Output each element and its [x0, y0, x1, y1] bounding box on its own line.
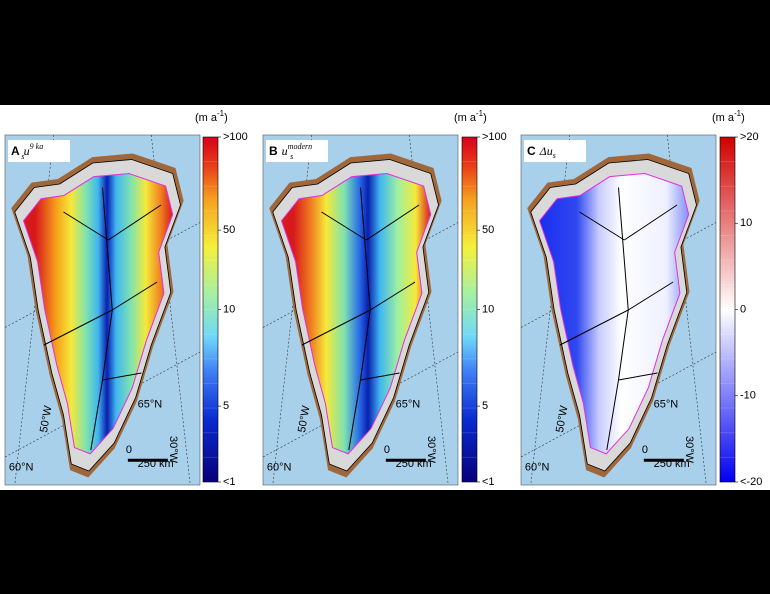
ice-divide: [579, 211, 625, 241]
ice-divide: [90, 187, 113, 451]
map-label: 0: [642, 444, 648, 456]
map-label: 30°W: [425, 436, 437, 464]
map-label: 65°N: [138, 398, 163, 410]
symbol: Δu: [539, 144, 553, 158]
map-label: 60°N: [267, 461, 292, 473]
ice-divide: [559, 309, 629, 346]
graticule: [530, 134, 571, 486]
panel-letter: A: [11, 144, 20, 158]
map-label: 50°W: [38, 404, 55, 433]
map-label: 65°N: [654, 398, 679, 410]
ice-divide: [43, 309, 113, 346]
colorbar-tick-label: 5: [223, 400, 229, 412]
colorbar-unit: (m a-1): [195, 109, 228, 124]
colorbar-tick-label: 10: [223, 303, 235, 315]
colorbar-tick-label: 0: [740, 303, 746, 315]
symbol: u: [282, 144, 288, 158]
ice-divide: [63, 211, 109, 241]
unit-close: ): [741, 112, 745, 124]
colorbar-tick-label: <-20: [740, 476, 762, 488]
map-label: 0: [126, 444, 132, 456]
graticule: [272, 134, 313, 486]
graticule: [4, 351, 201, 458]
unit-close: ): [483, 112, 487, 124]
colorbar-unit: (m a-1): [454, 109, 487, 124]
ice-sheet: [22, 172, 174, 455]
scale-bar: [385, 458, 426, 462]
ice-divide: [321, 211, 367, 241]
symbol: u: [24, 144, 30, 158]
ice-divide: [627, 281, 674, 311]
scale-bar: [643, 458, 684, 462]
colorbar-tick-label: <1: [223, 476, 236, 488]
map-label: 65°N: [396, 398, 421, 410]
ice-divide: [606, 187, 629, 451]
unit: (m a: [195, 112, 218, 124]
superscript: 9 ka: [30, 142, 44, 151]
ice-divide: [108, 204, 162, 241]
ice-divide: [369, 281, 416, 311]
map-label: 30°W: [167, 436, 179, 464]
ice-divide: [624, 204, 678, 241]
ice-divide: [102, 372, 142, 381]
panel-label-box: [524, 140, 586, 162]
graticule: [408, 134, 449, 486]
colorbar-tick-label: <1: [482, 476, 495, 488]
panel-label-box: [8, 140, 70, 162]
ice-divide: [360, 372, 400, 381]
scale-bar: [127, 458, 168, 462]
unit-exponent: -1: [476, 109, 484, 118]
map-label: 30°W: [683, 436, 695, 464]
subscript: s: [290, 152, 293, 161]
colorbar-tick-label: 50: [223, 224, 235, 236]
colorbar-tick-label: >100: [223, 131, 248, 143]
superscript: modern: [288, 142, 312, 151]
unit: (m a: [454, 112, 477, 124]
graticule: [520, 351, 717, 458]
ice-sheet: [538, 172, 690, 455]
graticule: [666, 134, 707, 486]
colorbar-tick-label: 50: [482, 224, 494, 236]
subscript: s: [21, 152, 24, 161]
ice-sheet: [280, 172, 432, 455]
colorbar-tick-label: >100: [482, 131, 507, 143]
colorbar-tick-label: 10: [482, 303, 494, 315]
colorbar-tick-label: 10: [740, 217, 752, 229]
map-label: 60°N: [9, 461, 34, 473]
ice-divide: [348, 187, 371, 451]
unit-exponent: -1: [217, 109, 225, 118]
panel-label-box: [266, 140, 328, 162]
panel-letter: B: [269, 144, 278, 158]
subscript: s: [553, 151, 556, 160]
unit: (m a: [712, 112, 735, 124]
ice-divide: [366, 204, 420, 241]
colorbar-unit: (m a-1): [712, 109, 745, 124]
colorbar-tick-label: >20: [740, 131, 759, 143]
graticule: [150, 134, 191, 486]
map-label: 0: [384, 444, 390, 456]
map-label: 50°W: [296, 404, 313, 433]
map-label: 50°W: [554, 404, 571, 433]
ice-divide: [111, 281, 158, 311]
map-label: 60°N: [525, 461, 550, 473]
panel-letter: C: [527, 144, 536, 158]
ice-divide: [301, 309, 371, 346]
graticule: [14, 134, 55, 486]
colorbar-tick-label: -10: [740, 390, 756, 402]
ice-divide: [618, 372, 658, 381]
unit-close: ): [224, 112, 228, 124]
graticule: [262, 351, 459, 458]
colorbar-tick-label: 5: [482, 400, 488, 412]
panel-label: C Δus: [527, 144, 556, 160]
unit-exponent: -1: [734, 109, 742, 118]
